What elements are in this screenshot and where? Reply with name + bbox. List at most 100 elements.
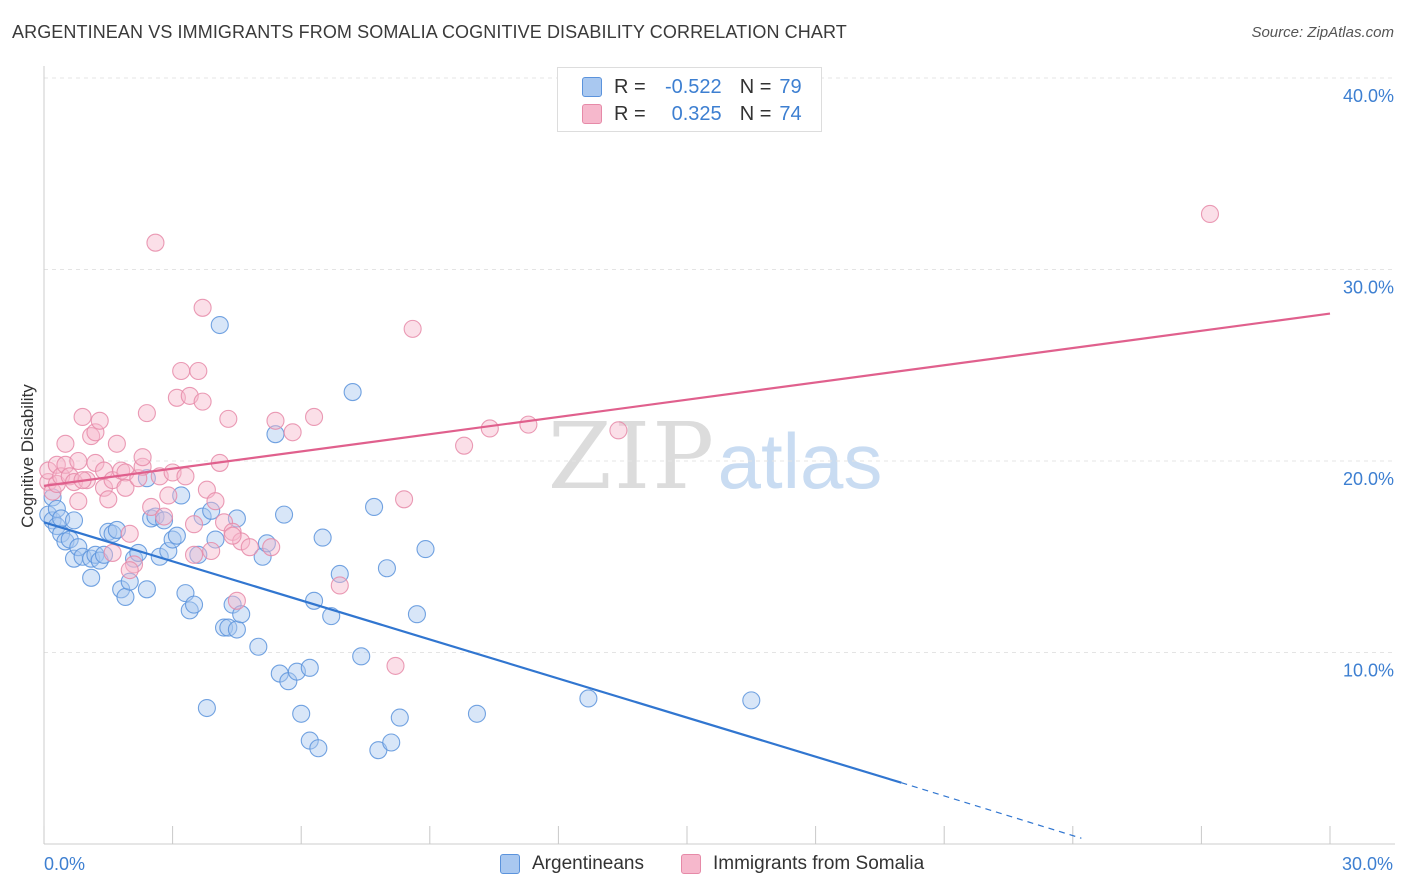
argentinean-point bbox=[249, 637, 268, 656]
somalia-point bbox=[219, 409, 238, 428]
blue-swatch-icon bbox=[500, 854, 520, 874]
x-tick-label-max: 30.0% bbox=[1342, 854, 1393, 874]
somalia-point bbox=[184, 545, 204, 564]
somalia-point bbox=[137, 404, 156, 423]
argentinean-point bbox=[206, 530, 225, 549]
argentinean-point bbox=[313, 528, 332, 547]
somalia-point bbox=[202, 541, 221, 561]
somalia-point bbox=[103, 543, 122, 562]
series-legend-somalia: Immigrants from Somalia bbox=[681, 852, 924, 876]
x-tick-label-min: 0.0% bbox=[44, 854, 85, 874]
somalia-point bbox=[154, 507, 174, 526]
pink-swatch-icon bbox=[582, 104, 602, 124]
somalia-point bbox=[176, 467, 195, 486]
somalia-point bbox=[193, 298, 212, 317]
somalia-point bbox=[330, 576, 349, 595]
argentinean-point bbox=[232, 605, 251, 624]
somalia-point bbox=[240, 538, 259, 557]
somalia-point bbox=[69, 451, 88, 471]
argentinean-point bbox=[275, 505, 294, 524]
chart-title: ARGENTINEAN VS IMMIGRANTS FROM SOMALIA C… bbox=[12, 22, 847, 42]
somalia-point bbox=[146, 233, 165, 252]
legend-row-somalia: R = 0.325 N = 74 bbox=[582, 102, 802, 126]
somalia-point bbox=[133, 457, 152, 476]
somalia-point bbox=[305, 407, 324, 427]
somalia-point bbox=[609, 421, 628, 440]
source-label: Source: ZipAtlas.com bbox=[1251, 24, 1394, 41]
somalia-point bbox=[120, 524, 139, 543]
somalia-point bbox=[386, 656, 405, 675]
somalia-point bbox=[403, 319, 422, 338]
argentinean-point bbox=[202, 501, 221, 520]
argentinean-trend-extension bbox=[901, 782, 1082, 839]
legend-r-value: -0.522 bbox=[664, 75, 722, 98]
somalia-point bbox=[223, 526, 242, 545]
somalia-point bbox=[1200, 204, 1220, 224]
legend-n-label: N = bbox=[739, 75, 772, 98]
series-name-somalia: Immigrants from Somalia bbox=[713, 853, 925, 874]
somalia-point bbox=[133, 448, 152, 467]
somalia-point bbox=[395, 490, 414, 509]
argentinean-point bbox=[579, 689, 598, 708]
somalia-point bbox=[184, 515, 204, 534]
somalia-point bbox=[283, 423, 302, 442]
y-axis-label: Cognitive Disability bbox=[18, 384, 37, 528]
argentinean-point bbox=[137, 580, 156, 599]
somalia-point bbox=[90, 411, 109, 430]
somalia-point bbox=[262, 538, 281, 557]
legend-n-value: 79 bbox=[779, 75, 802, 98]
somalia-point bbox=[159, 486, 178, 505]
argentinean-point bbox=[309, 739, 328, 758]
legend-r-value: 0.325 bbox=[671, 102, 722, 125]
argentinean-point bbox=[300, 658, 319, 677]
argentinean-point bbox=[184, 595, 204, 614]
argentinean-point bbox=[416, 540, 435, 559]
somalia-point bbox=[172, 361, 191, 381]
watermark-zip: ZIP bbox=[548, 403, 716, 510]
somalia-point bbox=[227, 591, 246, 610]
argentinean-point bbox=[467, 704, 487, 723]
somalia-point bbox=[142, 497, 161, 517]
argentinean-trend-line bbox=[43, 521, 902, 784]
somalia-point bbox=[519, 415, 538, 434]
somalia-point bbox=[69, 492, 88, 511]
legend-r-label: R = bbox=[614, 102, 646, 125]
correlation-legend: R = -0.522 N = 79 R = 0.325 N = 74 bbox=[557, 67, 822, 132]
legend-row-argentineans: R = -0.522 N = 79 bbox=[582, 75, 802, 99]
somalia-point bbox=[73, 407, 92, 427]
y-tick-label: 10.0% bbox=[1343, 661, 1394, 681]
argentinean-point bbox=[64, 511, 84, 530]
pink-swatch-icon bbox=[681, 854, 701, 874]
blue-swatch-icon bbox=[582, 77, 602, 97]
somalia-point bbox=[116, 478, 135, 497]
y-tick-label: 20.0% bbox=[1343, 469, 1394, 489]
somalia-point bbox=[86, 423, 105, 442]
somalia-point bbox=[107, 434, 126, 453]
argentinean-point bbox=[172, 486, 191, 505]
argentinean-point bbox=[343, 383, 362, 402]
argentinean-point bbox=[382, 733, 401, 752]
argentinean-point bbox=[352, 647, 371, 666]
y-tick-label: 40.0% bbox=[1343, 86, 1394, 106]
argentinean-point bbox=[377, 559, 396, 578]
argentinean-point bbox=[116, 587, 135, 607]
argentinean-point bbox=[69, 538, 88, 557]
somalia-point bbox=[206, 492, 225, 511]
somalia-point bbox=[266, 411, 285, 430]
argentinean-point bbox=[210, 315, 229, 335]
somalia-point bbox=[189, 361, 208, 381]
argentinean-point bbox=[167, 526, 186, 545]
somalia-point bbox=[455, 436, 474, 455]
argentinean-point bbox=[365, 497, 384, 517]
somalia-point bbox=[99, 490, 118, 509]
somalia-point bbox=[120, 561, 139, 580]
y-tick-label: 30.0% bbox=[1343, 278, 1394, 298]
somalia-point bbox=[193, 392, 212, 411]
argentinean-point bbox=[197, 698, 216, 718]
somalia-point bbox=[480, 419, 499, 438]
argentinean-point bbox=[742, 691, 761, 710]
argentinean-point bbox=[227, 620, 246, 639]
legend-n-value: 74 bbox=[779, 102, 802, 125]
argentinean-point bbox=[292, 704, 311, 723]
